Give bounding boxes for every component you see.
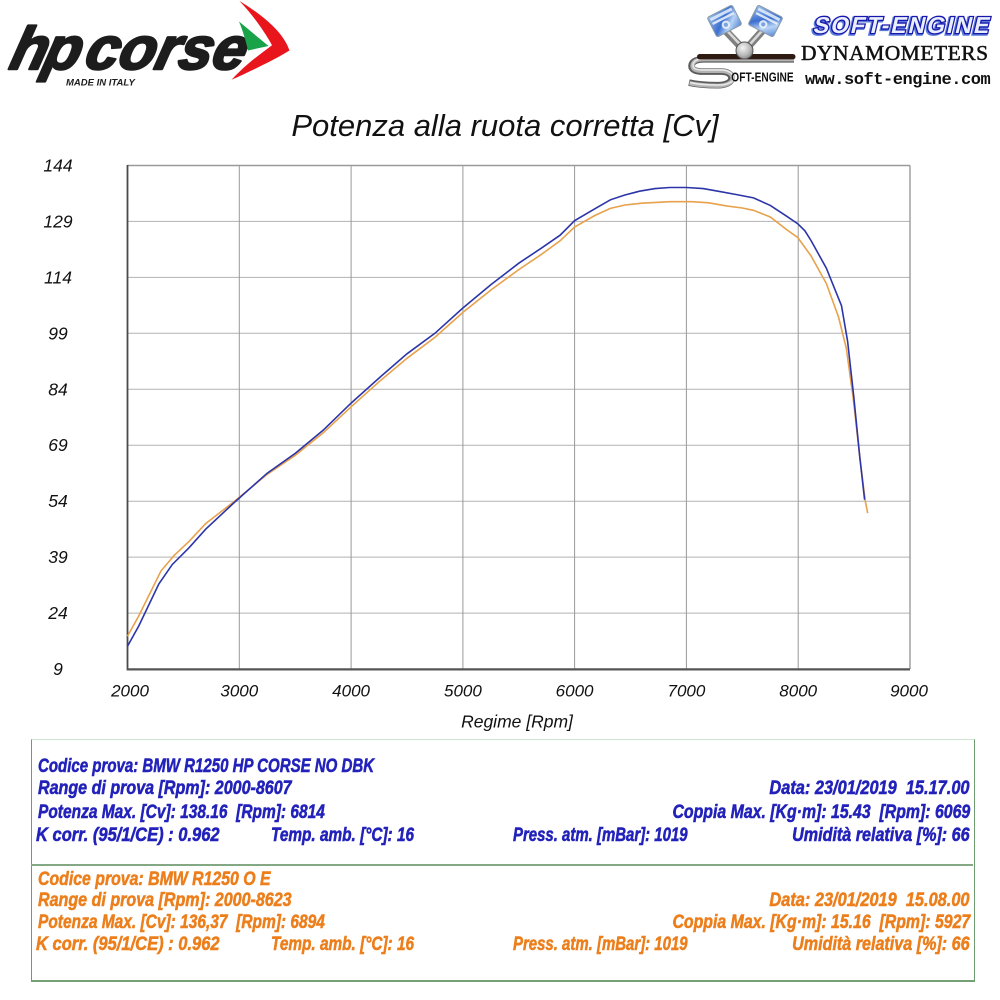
svg-text:MADE IN ITALY: MADE IN ITALY — [66, 78, 136, 89]
svg-text:5000: 5000 — [444, 682, 482, 701]
svg-text:84: 84 — [48, 379, 68, 399]
svg-text:OFT-ENGINE: OFT-ENGINE — [731, 70, 794, 84]
svg-text:SOFT-ENGINE: SOFT-ENGINE — [810, 13, 992, 39]
svg-text:24: 24 — [47, 603, 68, 623]
svg-text:3000: 3000 — [220, 682, 258, 701]
svg-text:corse: corse — [80, 15, 257, 82]
svg-text:SOFT-ENGINE: SOFT-ENGINE — [811, 12, 993, 38]
svg-text:9: 9 — [53, 659, 63, 679]
svg-text:144: 144 — [43, 156, 72, 176]
svg-text:8000: 8000 — [779, 682, 817, 701]
svg-text:7000: 7000 — [667, 682, 705, 701]
svg-text:2000: 2000 — [110, 682, 149, 701]
svg-text:hp: hp — [5, 15, 91, 82]
svg-text:69: 69 — [48, 435, 68, 455]
svg-text:99: 99 — [48, 323, 68, 343]
svg-text:4000: 4000 — [332, 682, 370, 701]
svg-text:54: 54 — [48, 491, 68, 511]
svg-text:129: 129 — [43, 211, 72, 231]
svg-text:Regime [Rpm]: Regime [Rpm] — [461, 712, 574, 732]
svg-text:39: 39 — [48, 547, 68, 567]
svg-text:114: 114 — [44, 267, 72, 287]
svg-text:9000: 9000 — [890, 682, 928, 701]
svg-text:6000: 6000 — [556, 682, 594, 701]
